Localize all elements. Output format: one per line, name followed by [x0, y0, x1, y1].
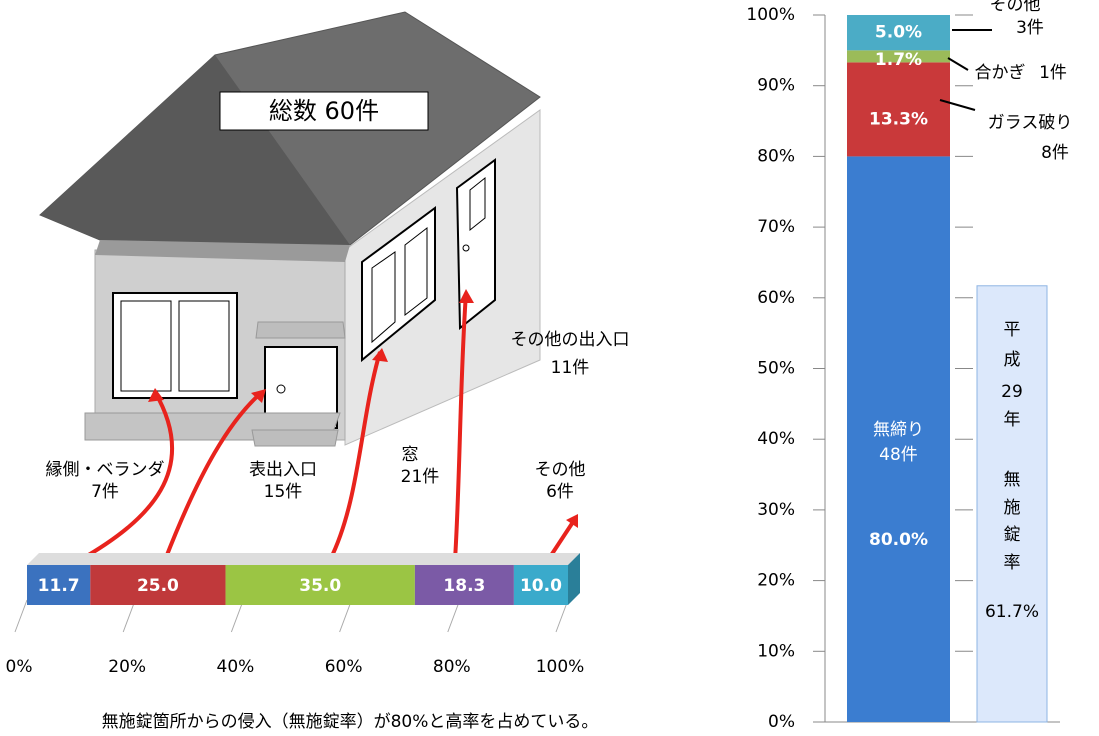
count-label: 48件 [879, 445, 918, 465]
y-tick-label: 30% [757, 500, 795, 520]
bar-segment [513, 565, 568, 605]
bar-segment [847, 50, 950, 63]
reference-label: 29 [1001, 382, 1023, 402]
y-tick-label: 100% [746, 5, 795, 25]
count-label: 11件 [551, 358, 590, 378]
bar-segment [847, 156, 950, 722]
reference-label: 平 [1004, 320, 1021, 340]
category-label: 合かぎ [975, 63, 1026, 83]
y-tick-label: 40% [757, 429, 795, 449]
y-tick-label: 50% [757, 359, 795, 379]
y-tick-label: 20% [757, 571, 795, 591]
bar-segment [27, 565, 91, 605]
reference-label: 率 [1004, 553, 1021, 573]
tick-line [339, 599, 353, 633]
value-label: 13.3% [869, 109, 928, 129]
house-illustration [39, 11, 541, 447]
x-tick-label: 40% [217, 657, 255, 677]
reference-bar [976, 285, 1048, 723]
arrows [79, 292, 575, 562]
count-label: 7件 [91, 482, 119, 502]
x-tick-label: 20% [108, 657, 146, 677]
x-tick-label: 100% [536, 657, 585, 677]
category-label: その他 [990, 0, 1041, 15]
category-label: 窓 [402, 445, 419, 465]
x-tick-label: 0% [6, 657, 33, 677]
tick-line [447, 599, 461, 633]
category-label: その他の出入口 [511, 330, 630, 350]
leader-line [939, 99, 976, 111]
caption: 無施錠箇所からの侵入（無施錠率）が80%と高率を占めている。 [102, 712, 599, 732]
tick-line [122, 599, 136, 633]
reference-value-label: 61.7% [985, 602, 1039, 622]
reference-label: 成 [1004, 350, 1021, 370]
reference-label: 無 [1004, 470, 1021, 490]
bar-side [568, 553, 580, 605]
count-label: 1件 [1039, 63, 1067, 83]
bar-segment [225, 565, 415, 605]
value-label: 35.0 [299, 576, 341, 596]
y-tick-label: 0% [768, 712, 795, 732]
reference-label: 年 [1004, 410, 1021, 430]
count-label: 21件 [401, 467, 440, 487]
count-label: 3件 [1016, 18, 1044, 38]
y-tick-label: 90% [757, 76, 795, 96]
y-tick-label: 60% [757, 288, 795, 308]
category-label: ガラス破り [988, 113, 1073, 133]
category-label: 縁側・ベランダ [46, 460, 165, 480]
count-label: 15件 [264, 482, 303, 502]
tick-line [555, 599, 569, 633]
bar-segment [847, 15, 950, 51]
bar-segment [414, 565, 514, 605]
y-tick-label: 80% [757, 146, 795, 166]
value-label: 80.0% [869, 530, 928, 550]
y-tick-label: 10% [757, 641, 795, 661]
value-label: 10.0 [520, 576, 562, 596]
value-label: 11.7 [38, 576, 80, 596]
tick-line [230, 599, 244, 633]
x-tick-label: 80% [433, 657, 471, 677]
chart-title: 総数 60件 [269, 97, 379, 125]
value-label: 25.0 [137, 576, 179, 596]
y-tick-label: 70% [757, 217, 795, 237]
arrowheads [148, 289, 578, 528]
category-label: 表出入口 [249, 460, 317, 480]
count-label: 8件 [1041, 143, 1069, 163]
leader-line [947, 57, 969, 71]
value-label: 5.0% [875, 23, 922, 43]
bar-segment [90, 565, 226, 605]
count-label: 6件 [546, 482, 574, 502]
tick-line [14, 599, 28, 633]
bar-depth [27, 553, 580, 565]
category-label: 無締り [873, 420, 924, 440]
category-label: その他 [535, 460, 586, 480]
value-label: 18.3 [443, 576, 485, 596]
bar-segment [847, 62, 950, 157]
title-box [219, 91, 429, 131]
value-label: 1.7% [875, 50, 922, 70]
reference-label: 錠 [1004, 525, 1021, 545]
reference-label: 施 [1004, 498, 1021, 518]
x-tick-label: 60% [325, 657, 363, 677]
